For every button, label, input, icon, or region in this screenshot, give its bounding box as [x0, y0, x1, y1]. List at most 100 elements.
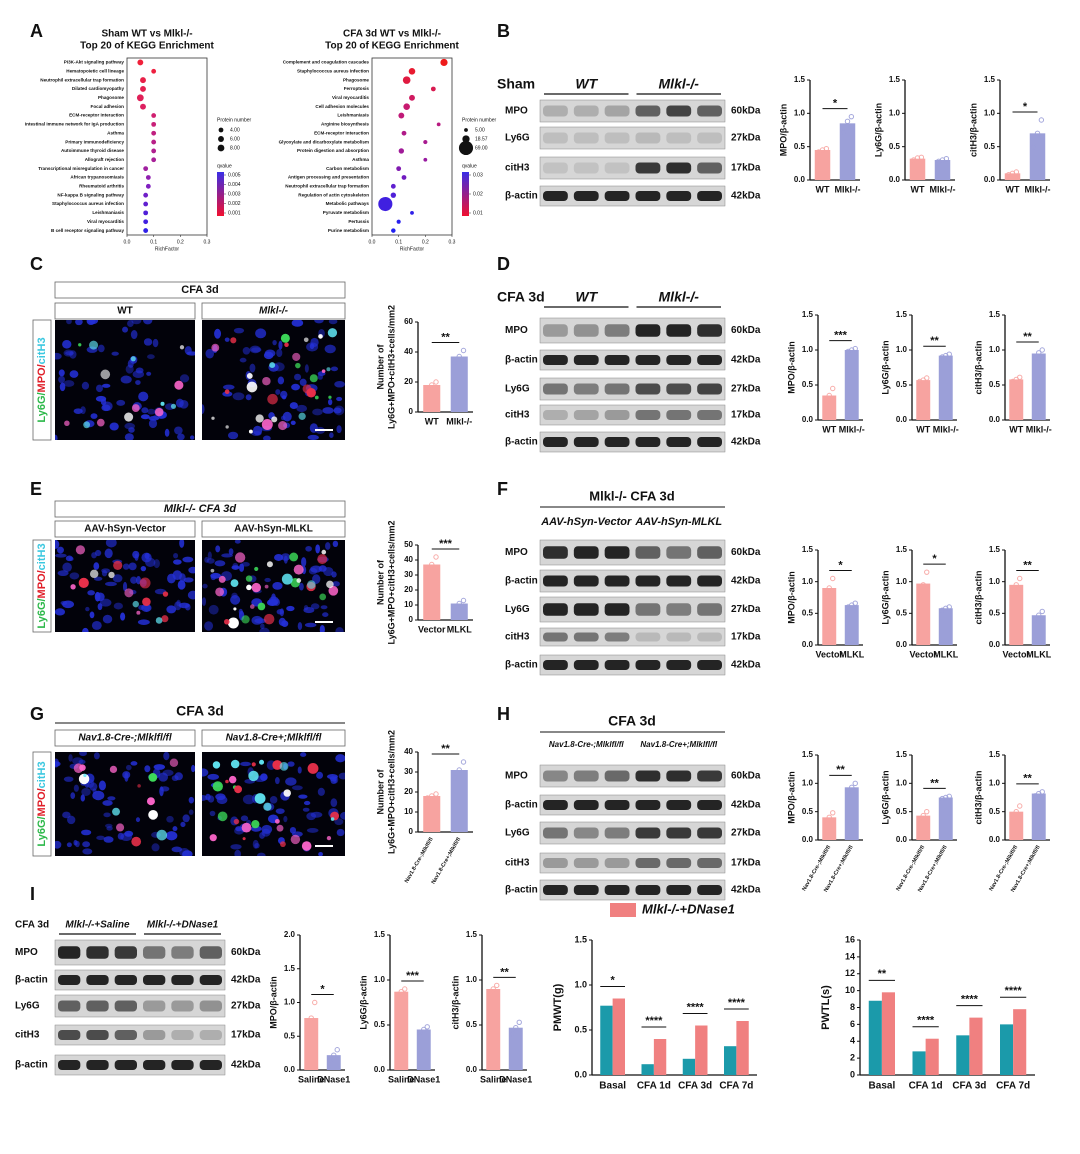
nucleus	[214, 560, 226, 567]
enrichment-dot	[151, 113, 157, 118]
x-tick-label: DNase1	[317, 1074, 350, 1084]
blot-band	[635, 660, 661, 670]
nucleus	[287, 761, 295, 767]
nucleus	[294, 373, 302, 381]
nucleus	[166, 815, 174, 823]
enrichment-dot	[401, 175, 407, 180]
cell-signal	[326, 835, 332, 841]
blot-band	[666, 827, 692, 839]
data-point	[1039, 789, 1045, 795]
cell-signal	[246, 372, 253, 379]
nucleus	[82, 627, 89, 632]
nucleus	[62, 340, 72, 349]
y-axis-label: Ly6G/β-actin	[358, 975, 368, 1029]
data-point	[830, 385, 836, 392]
cell-signal	[230, 579, 239, 588]
y-tick-label: 1.5	[989, 545, 1001, 554]
y-tick-label: 10	[404, 807, 413, 816]
nucleus	[252, 839, 259, 849]
row-label: MPO	[505, 106, 528, 117]
blot-band	[58, 1000, 81, 1012]
size-label: 27kDa	[231, 1001, 261, 1012]
nucleus	[240, 761, 251, 767]
cell-signal	[295, 362, 301, 369]
enrichment-dot	[140, 86, 146, 92]
cell-signal	[251, 762, 256, 767]
cell-signal	[242, 837, 246, 841]
nucleus	[234, 827, 245, 835]
data-point	[1013, 808, 1019, 815]
nucleus	[329, 432, 334, 438]
nucleus	[89, 611, 95, 619]
bar	[1031, 615, 1046, 645]
term-label: Carbon metabolism	[326, 166, 369, 171]
nucleus	[188, 566, 195, 574]
cell-signal	[130, 356, 136, 362]
size-key	[464, 128, 468, 132]
data-point	[494, 982, 500, 989]
x-tick-label: 0.2	[422, 239, 429, 245]
row-label: β-actin	[15, 975, 48, 986]
nucleus	[68, 556, 74, 562]
blot-band	[697, 603, 722, 616]
y-tick-label: 10	[404, 600, 413, 609]
nucleus	[310, 565, 322, 573]
cell-signal	[327, 328, 338, 338]
bar	[938, 797, 953, 840]
micrograph	[55, 540, 195, 632]
bar	[814, 150, 831, 180]
x-tick-label: Basal	[599, 1081, 626, 1092]
y-axis-label: MPO/β-actin	[786, 341, 796, 394]
cell-signal	[307, 763, 319, 774]
row-label: citH3	[505, 163, 530, 174]
stain-part: MPO/	[36, 788, 48, 816]
data-point	[840, 129, 847, 135]
nucleus	[141, 603, 152, 612]
blot-band	[58, 975, 81, 985]
cell-signal	[217, 811, 228, 822]
cell-signal	[321, 549, 327, 555]
blot-band	[697, 800, 722, 810]
data-point	[424, 385, 431, 391]
data-point	[1039, 608, 1045, 615]
blot-band	[635, 800, 661, 810]
y-tick-label: 0.0	[989, 415, 1001, 424]
nucleus	[276, 348, 283, 358]
stain-part: citH3	[36, 761, 48, 788]
cell-signal	[280, 333, 290, 343]
nucleus	[207, 773, 219, 780]
data-point	[460, 597, 467, 604]
y-tick-label: 0.5	[984, 142, 996, 151]
cell-signal	[179, 345, 185, 350]
data-point	[924, 808, 930, 815]
nucleus	[55, 758, 60, 768]
y-tick-label: 0.5	[896, 380, 908, 389]
cell-signal	[146, 797, 155, 806]
bar	[736, 1021, 749, 1075]
data-point	[433, 791, 439, 797]
row-label: β-actin	[505, 800, 538, 811]
nucleus	[233, 327, 245, 334]
size-label: 17kDa	[731, 632, 761, 643]
nucleus	[66, 842, 72, 848]
color-tick-label: 0.01	[473, 210, 483, 216]
bar	[1009, 584, 1024, 645]
bar	[916, 380, 931, 420]
data-point	[823, 592, 829, 599]
bar	[486, 989, 501, 1070]
enrichment-dot	[151, 121, 157, 127]
cell-signal	[241, 615, 250, 624]
y-tick-label: 1.5	[896, 750, 908, 759]
nucleus	[299, 378, 307, 386]
nucleus	[179, 540, 185, 548]
nucleus	[137, 619, 150, 625]
blot-band	[666, 410, 692, 420]
blot-band	[543, 105, 568, 117]
y-tick-label: 0.5	[896, 807, 908, 816]
cell-signal	[281, 573, 293, 585]
nucleus	[63, 380, 75, 387]
legend-title: Protein number	[462, 117, 497, 123]
cell-signal	[83, 421, 91, 429]
nucleus	[101, 383, 111, 388]
data-point	[331, 1052, 337, 1058]
